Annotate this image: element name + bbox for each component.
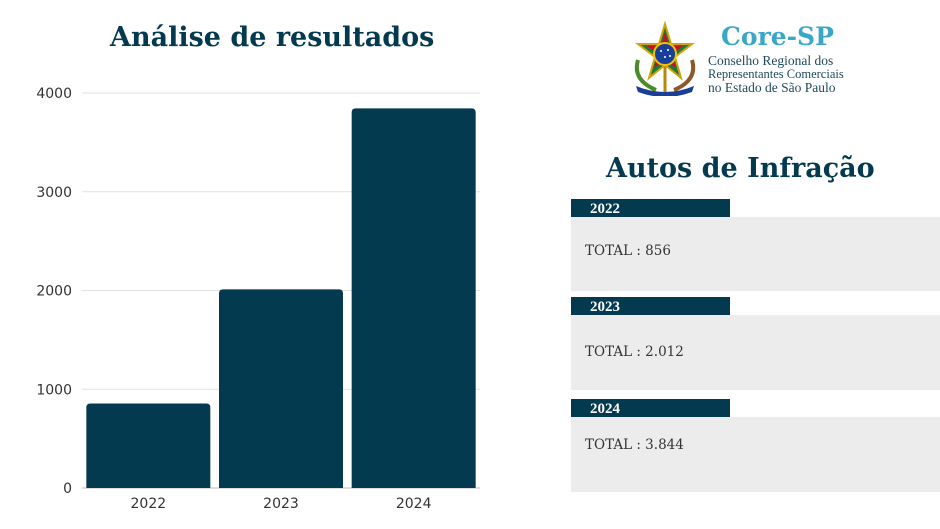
total-box-2023: TOTAL : 2.012 [571,315,940,390]
y-tick-label: 3000 [36,185,72,201]
total-box-2024: TOTAL : 3.844 [571,417,940,492]
bar-chart: 0 1000 2000 3000 4000 2022 2023 2024 [36,86,480,512]
y-tick-label: 1000 [36,382,72,398]
bar-2023 [219,289,343,488]
year-tab-2024: 2024 [571,399,730,419]
brazil-coat-of-arms-icon [634,20,696,96]
org-name-line-1: Conselho Regional dos [708,53,834,68]
total-box-2022: TOTAL : 856 [571,217,940,291]
core-sp-logo: Core-SP Conselho Regional dos Representa… [628,20,928,100]
total-value-2023: TOTAL : 2.012 [585,344,684,360]
org-name-line-2: Representantes Comerciais [708,67,844,81]
x-tick-label: 2023 [263,496,299,512]
org-short-name: Core-SP [721,22,834,51]
y-tick-label: 4000 [36,86,72,102]
panel-title: Autos de Infração [606,153,875,184]
total-value-2024: TOTAL : 3.844 [585,437,684,453]
x-tick-label: 2022 [131,496,167,512]
org-name-line-3: no Estado de São Paulo [708,80,836,95]
chart-title: Análise de resultados [110,22,435,53]
x-tick-label: 2024 [396,496,432,512]
bar-2024 [351,108,476,488]
year-tab-2023: 2023 [571,297,730,317]
y-tick-label: 2000 [36,284,72,300]
total-value-2022: TOTAL : 856 [585,243,671,259]
bar-2022 [86,403,211,488]
y-tick-label: 0 [63,481,72,497]
year-tab-2022: 2022 [571,199,730,219]
